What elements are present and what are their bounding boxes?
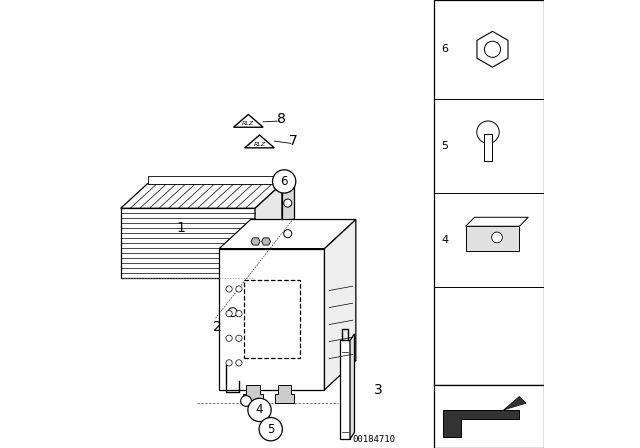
Circle shape [284, 230, 292, 238]
Polygon shape [350, 334, 355, 439]
Circle shape [236, 360, 242, 366]
Circle shape [236, 335, 242, 341]
Bar [484, 134, 493, 161]
Polygon shape [243, 385, 263, 403]
Text: RLZ: RLZ [253, 142, 266, 147]
Text: 8: 8 [278, 112, 286, 126]
Circle shape [226, 286, 232, 292]
Text: 5: 5 [267, 422, 275, 436]
Text: 00184710: 00184710 [352, 435, 396, 444]
Text: 4: 4 [256, 403, 263, 417]
Bar [466, 226, 520, 251]
Text: 6: 6 [280, 175, 288, 188]
Circle shape [236, 286, 242, 292]
Circle shape [492, 232, 502, 243]
Circle shape [228, 308, 237, 317]
Text: 1: 1 [177, 221, 186, 236]
Text: 7: 7 [289, 134, 298, 148]
Text: RLZ: RLZ [243, 121, 254, 126]
Polygon shape [251, 238, 260, 245]
Polygon shape [234, 114, 263, 127]
Circle shape [484, 41, 500, 57]
Polygon shape [477, 31, 508, 67]
Text: 2: 2 [212, 320, 221, 334]
Polygon shape [340, 340, 350, 439]
Circle shape [248, 398, 271, 422]
Text: 4: 4 [441, 235, 448, 245]
Text: 6: 6 [441, 44, 448, 54]
Polygon shape [275, 385, 294, 403]
Bar [244, 280, 300, 358]
Polygon shape [443, 410, 520, 437]
Circle shape [273, 170, 296, 193]
Text: 3: 3 [374, 383, 383, 397]
Circle shape [477, 121, 499, 143]
Polygon shape [324, 220, 356, 390]
Circle shape [284, 199, 292, 207]
Bar [148, 176, 282, 184]
Polygon shape [244, 135, 275, 148]
Polygon shape [504, 396, 526, 410]
Circle shape [226, 360, 232, 366]
Bar [282, 184, 294, 253]
Polygon shape [121, 184, 282, 208]
Circle shape [236, 310, 242, 317]
Polygon shape [466, 217, 529, 226]
Polygon shape [255, 184, 282, 278]
Circle shape [259, 418, 282, 441]
Polygon shape [262, 238, 271, 245]
Bar [435, 385, 544, 448]
Text: 5: 5 [441, 141, 448, 151]
Bar [121, 208, 255, 278]
Polygon shape [220, 220, 356, 249]
Circle shape [241, 396, 252, 406]
Circle shape [226, 335, 232, 341]
Circle shape [226, 310, 232, 317]
Polygon shape [220, 249, 324, 390]
